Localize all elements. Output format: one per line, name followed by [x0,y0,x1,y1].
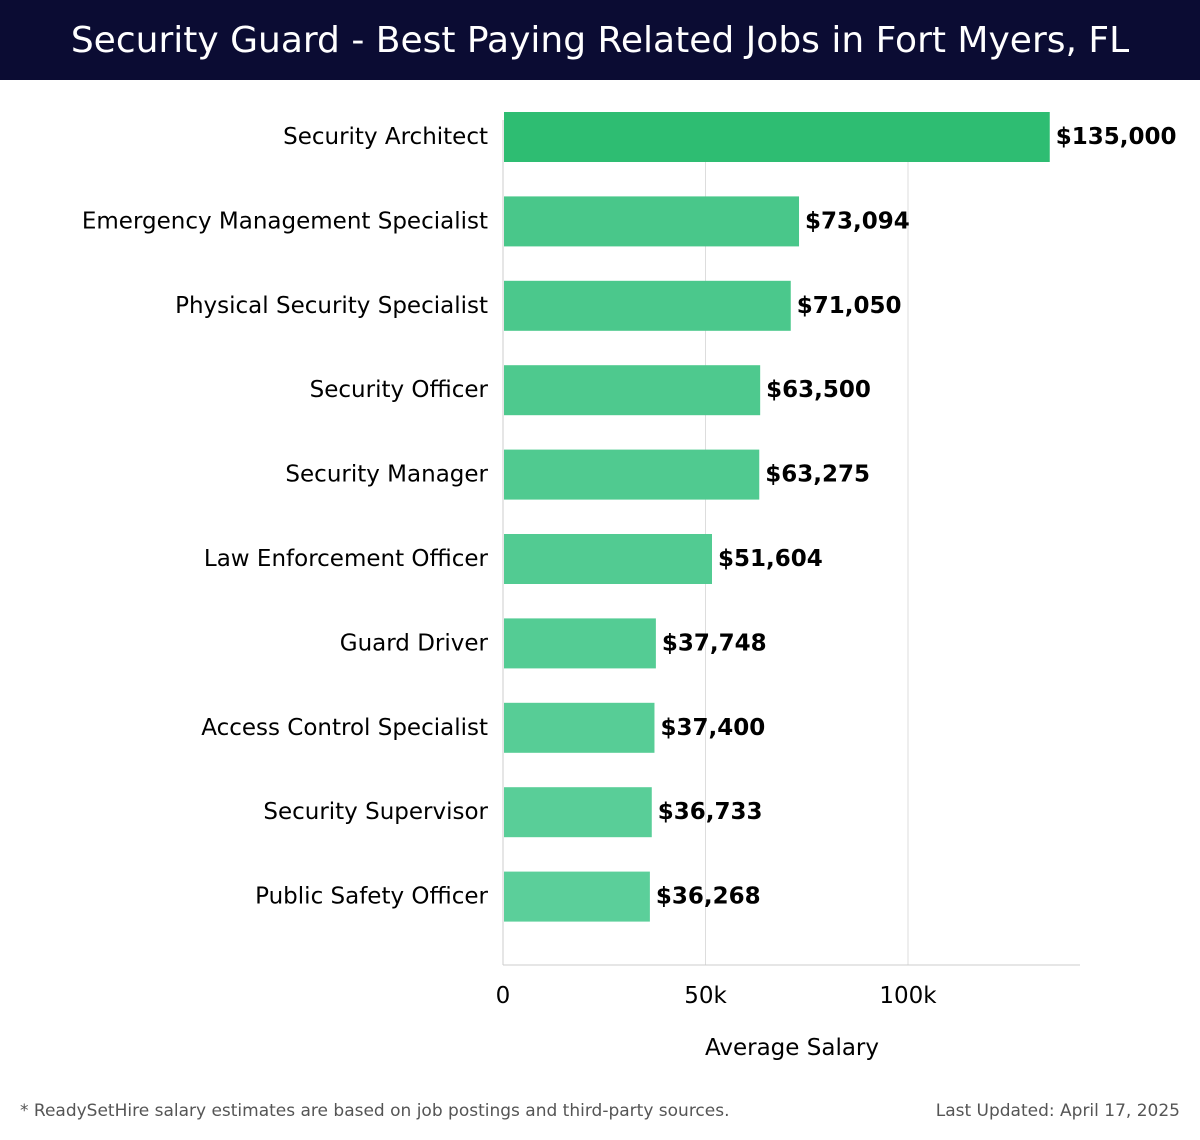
bar-5 [504,449,760,500]
category-label-2: Emergency Management Specialist [82,208,488,234]
bar-2 [504,196,800,247]
bar-3 [504,280,791,331]
value-label-9: $36,733 [658,799,763,825]
category-label-5: Security Manager [285,462,488,488]
value-label-4: $63,500 [766,377,871,403]
x-tick-label-100k: 100k [879,983,937,1009]
category-label-9: Security Supervisor [263,799,488,825]
salary-bar-chart: Security Architect $135,000 Emergency Mana… [82,112,1177,1061]
value-label-5: $63,275 [765,462,870,488]
value-label-10: $36,268 [656,884,761,910]
category-label-10: Public Safety Officer [255,884,488,910]
bar-6 [504,534,712,584]
value-label-7: $37,748 [662,630,767,656]
bar-9 [504,787,652,838]
value-label-8: $37,400 [660,715,765,741]
value-label-6: $51,604 [718,546,823,572]
last-updated: Last Updated: April 17, 2025 [935,1101,1180,1121]
category-label-3: Physical Security Specialist [175,293,488,319]
category-label-1: Security Architect [283,124,488,150]
category-label-7: Guard Driver [340,630,489,656]
category-label-6: Law Enforcement Officer [204,546,489,572]
bar-7 [504,618,656,669]
value-label-1: $135,000 [1056,124,1177,150]
value-label-2: $73,094 [805,208,910,234]
category-label-4: Security Officer [310,377,489,403]
bar-10 [504,871,650,922]
bar-8 [504,702,655,753]
x-tick-label-0: 0 [496,983,511,1009]
value-label-3: $71,050 [797,293,902,319]
bar-4 [504,365,761,416]
footnote: * ReadySetHire salary estimates are base… [20,1101,730,1121]
x-tick-label-50k: 50k [684,983,727,1009]
x-axis-title: Average Salary [705,1035,879,1061]
chart-header: Security Guard - Best Paying Related Job… [0,0,1200,80]
bar-1 [504,112,1050,162]
category-label-8: Access Control Specialist [201,715,488,741]
chart-title: Security Guard - Best Paying Related Job… [70,19,1130,61]
